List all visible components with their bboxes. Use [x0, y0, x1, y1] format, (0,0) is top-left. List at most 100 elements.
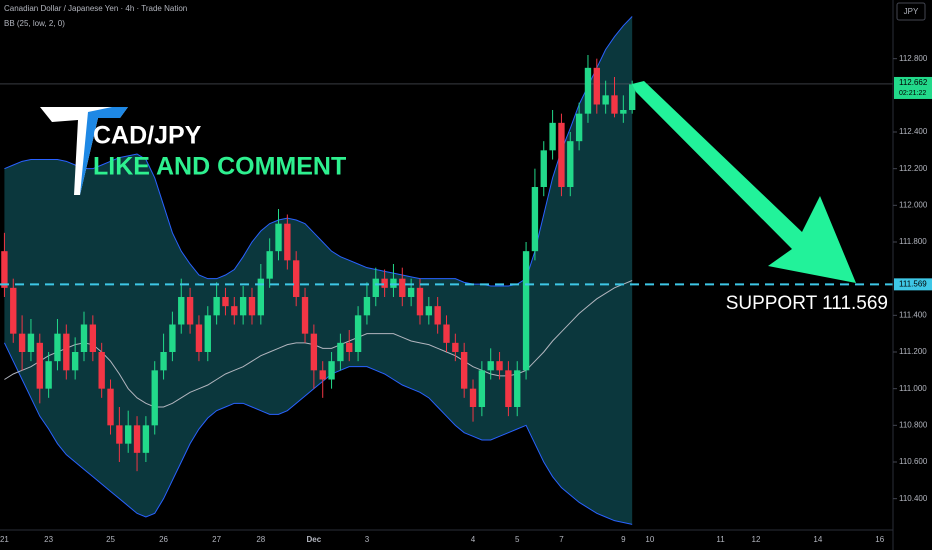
last-price-badge [894, 76, 932, 99]
candle-body [611, 95, 618, 114]
candle-body [98, 352, 105, 389]
candle-body [266, 251, 273, 279]
candle-body [10, 287, 17, 334]
y-tick-label: 110.800 [899, 420, 928, 429]
candle-body [45, 361, 52, 389]
candle-body [522, 251, 530, 371]
y-tick-label: 112.400 [899, 127, 928, 136]
candle-body [239, 297, 247, 316]
candle-body [407, 287, 415, 297]
x-tick-label: 16 [875, 535, 884, 544]
x-tick-label: 27 [212, 535, 221, 544]
logo-accent [80, 107, 128, 195]
candle-body [310, 333, 318, 371]
candle-body [584, 67, 592, 114]
candle-body [452, 342, 459, 352]
x-tick-label: Dec [307, 535, 322, 544]
candle-body [151, 370, 158, 426]
call-to-action: LIKE AND COMMENT [93, 153, 346, 181]
x-tick-label: 21 [0, 535, 9, 544]
symbol-label: CAD/JPY [93, 122, 202, 150]
candle-body [116, 425, 123, 444]
currency: JPY [904, 7, 919, 16]
y-tick-label: 111.000 [899, 384, 927, 393]
logo [40, 107, 128, 195]
support-value: 111.569 [899, 279, 927, 288]
candle-body [169, 324, 176, 352]
candle-body [354, 315, 362, 352]
candle-body [602, 95, 609, 105]
candle-body [231, 306, 238, 316]
candle-body [293, 260, 300, 297]
x-tick-label: 3 [365, 535, 370, 544]
candle-body [346, 342, 353, 352]
candle-body [301, 297, 309, 334]
candle-body [443, 324, 450, 343]
y-tick-label: 111.800 [899, 237, 927, 246]
candle-body [469, 388, 477, 407]
y-tick-label: 111.200 [899, 347, 927, 356]
candle-body [531, 187, 539, 252]
x-tick-label: 9 [621, 535, 626, 544]
candle-body [487, 361, 494, 371]
candle-body [107, 388, 114, 426]
candle-body [399, 278, 406, 297]
candle-body [549, 122, 556, 151]
x-tick-label: 14 [813, 535, 822, 544]
candle-body [363, 297, 371, 316]
y-tick-label: 110.400 [899, 494, 928, 503]
candle-body [36, 342, 43, 389]
candle-body [620, 110, 627, 114]
x-tick-label: 23 [44, 535, 53, 544]
candle-body [372, 278, 379, 297]
x-tick-label: 28 [256, 535, 265, 544]
candle-body [133, 425, 141, 453]
currency-box [896, 2, 926, 21]
x-tick-label: 12 [752, 535, 761, 544]
candle-body [63, 333, 70, 371]
last-price-value: 112.662 [899, 78, 928, 87]
candle-body [160, 352, 167, 371]
candle-body [540, 150, 547, 187]
support-badge [894, 278, 932, 291]
arrow [632, 81, 856, 283]
x-tick-label: 26 [159, 535, 168, 544]
y-tick-label: 112.000 [899, 200, 928, 209]
candle-body [54, 333, 61, 362]
candle-body [80, 324, 88, 352]
countdown: 02:21:22 [899, 90, 926, 97]
candle-body [425, 306, 432, 316]
candle-body [186, 297, 194, 325]
x-tick-label: 11 [716, 535, 725, 544]
candle-body [593, 67, 600, 105]
candle-body [575, 113, 583, 142]
candle-body [337, 342, 344, 362]
candle-body [18, 333, 26, 352]
y-tick-label: 112.200 [899, 164, 928, 173]
x-tick-label: 10 [645, 535, 654, 544]
candle-body [27, 333, 35, 352]
candle-body [142, 425, 150, 453]
band-lower [3, 342, 633, 525]
candle-body [328, 361, 335, 380]
candle-body [558, 122, 565, 187]
candle-body [461, 352, 468, 389]
plot [0, 16, 893, 525]
candle-body [71, 352, 79, 371]
candle-body [257, 278, 265, 316]
candle-body [505, 370, 512, 407]
chart-title: Canadian Dollar / Japanese Yen · 4h · Tr… [4, 4, 187, 13]
candle-body [248, 297, 256, 316]
candle-body [434, 306, 441, 325]
y-tick-label: 112.800 [899, 54, 928, 63]
indicator-label: BB (25, low, 2, 0) [4, 19, 65, 28]
candle-body [1, 251, 8, 288]
candle-body [381, 278, 388, 288]
x-tick-label: 5 [515, 535, 520, 544]
candle-body [125, 425, 132, 444]
candle-body [284, 223, 291, 261]
candle-body [390, 278, 397, 288]
x-tick-label: 7 [559, 535, 564, 544]
candle-body [319, 370, 326, 380]
